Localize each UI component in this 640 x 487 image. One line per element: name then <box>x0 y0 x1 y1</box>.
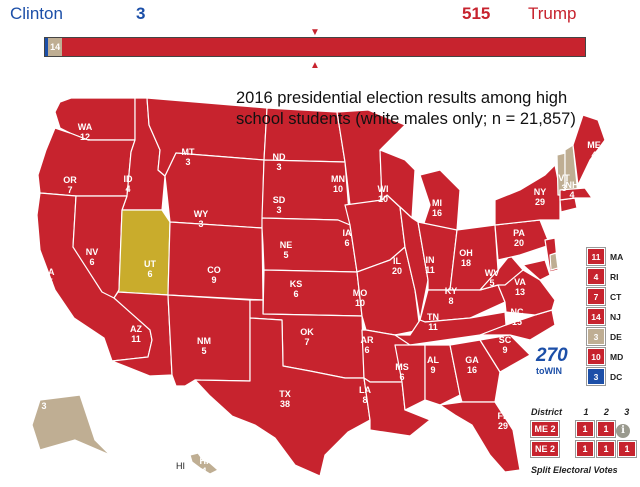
split-ne2-d2[interactable]: 1 <box>597 441 615 457</box>
state-va[interactable] <box>497 269 556 316</box>
270-marker-top-icon: ▼ <box>310 27 320 38</box>
electoral-vote-bar: 14 <box>44 37 586 57</box>
state-hi[interactable] <box>189 452 219 475</box>
ne-abbr: DC <box>610 371 623 382</box>
state-pa[interactable] <box>494 219 551 261</box>
state-co[interactable] <box>167 221 264 301</box>
ne-ev-box[interactable]: 10 <box>587 348 605 365</box>
state-il[interactable] <box>399 206 429 321</box>
ne-row-de[interactable]: 3 DE <box>587 328 628 345</box>
split-me2-d2[interactable]: 1 <box>597 421 615 437</box>
clinton-electoral-votes: 3 <box>136 4 146 23</box>
state-sd[interactable] <box>261 159 351 226</box>
split-electoral-votes-table: District 1 2 3 ME 2 1 1 NE 2 1 1 1 <box>531 407 637 479</box>
trump-electoral-votes: 515 <box>462 4 491 23</box>
ne-abbr: DE <box>610 331 622 342</box>
state-nm[interactable] <box>167 294 251 387</box>
state-md[interactable] <box>522 259 551 281</box>
state-me[interactable] <box>572 114 606 186</box>
state-ut[interactable] <box>117 209 171 296</box>
ne-ev-box[interactable]: 3 <box>587 328 605 345</box>
district-header: District <box>531 407 563 417</box>
state-ks[interactable] <box>262 269 363 317</box>
state-la[interactable] <box>363 377 431 437</box>
split-ne2-d1[interactable]: 1 <box>576 441 594 457</box>
ne-ev-box[interactable]: 4 <box>587 268 605 285</box>
state-sc[interactable] <box>479 334 531 373</box>
logo-text: toWIN <box>536 366 562 376</box>
state-ma[interactable] <box>559 187 593 201</box>
district-3-header: 3 <box>624 407 630 417</box>
clinton-name: Clinton <box>10 4 63 23</box>
ne-abbr: CT <box>610 291 622 302</box>
ne-row-md[interactable]: 10 MD <box>587 348 628 365</box>
ne-row-ct[interactable]: 7 CT <box>587 288 628 305</box>
ne-row-nj[interactable]: 14 NJ <box>587 308 628 325</box>
state-tx[interactable] <box>194 317 371 477</box>
state-de[interactable] <box>549 252 559 271</box>
ne-abbr: NJ <box>610 311 621 322</box>
ne-row-ri[interactable]: 4 RI <box>587 268 628 285</box>
trump-name: Trump <box>528 4 577 23</box>
ne-ev-box[interactable]: 7 <box>587 288 605 305</box>
hawaii-label: HI <box>176 461 185 471</box>
state-nc[interactable] <box>479 309 556 341</box>
info-icon[interactable]: i <box>616 424 630 438</box>
ne-abbr: MD <box>610 351 624 362</box>
clinton-bar-segment <box>45 38 49 56</box>
state-ne[interactable] <box>261 217 358 273</box>
270towin-logo[interactable]: 270 toWIN <box>536 346 580 382</box>
ne-ev-box[interactable]: 11 <box>587 248 605 265</box>
state-vt[interactable] <box>556 152 566 196</box>
split-state-ne2[interactable]: NE 2 <box>531 441 559 457</box>
state-al[interactable] <box>424 344 461 406</box>
split-votes-caption: Split Electoral Votes <box>531 465 618 475</box>
state-wy[interactable] <box>164 152 265 229</box>
logo-number: 270 <box>536 345 568 366</box>
state-tn[interactable] <box>394 311 507 346</box>
district-2-header: 2 <box>603 407 609 417</box>
district-1-header: 1 <box>583 407 589 417</box>
state-wv[interactable] <box>479 254 524 291</box>
ne-ev-box[interactable]: 14 <box>587 308 605 325</box>
split-ne2-d3[interactable]: 1 <box>618 441 636 457</box>
split-me2-d1[interactable]: 1 <box>576 421 594 437</box>
state-ak[interactable] <box>31 394 111 456</box>
ne-abbr: RI <box>610 271 619 282</box>
ne-row-ma[interactable]: 11 MA <box>587 248 628 265</box>
map-title: 2016 presidential election results among… <box>236 89 576 128</box>
270-marker-bottom-icon: ▲ <box>310 60 320 71</box>
state-fl[interactable] <box>439 401 521 473</box>
ne-abbr: MA <box>610 251 624 262</box>
state-ny[interactable] <box>494 164 561 226</box>
trump-bar-segment <box>62 38 585 56</box>
ne-ev-box[interactable]: 3 <box>587 368 605 385</box>
ne-row-dc[interactable]: 3 DC <box>587 368 628 385</box>
tossup-bar-segment: 14 <box>48 38 63 56</box>
split-state-me2[interactable]: ME 2 <box>531 421 559 437</box>
state-ms[interactable] <box>394 344 426 411</box>
